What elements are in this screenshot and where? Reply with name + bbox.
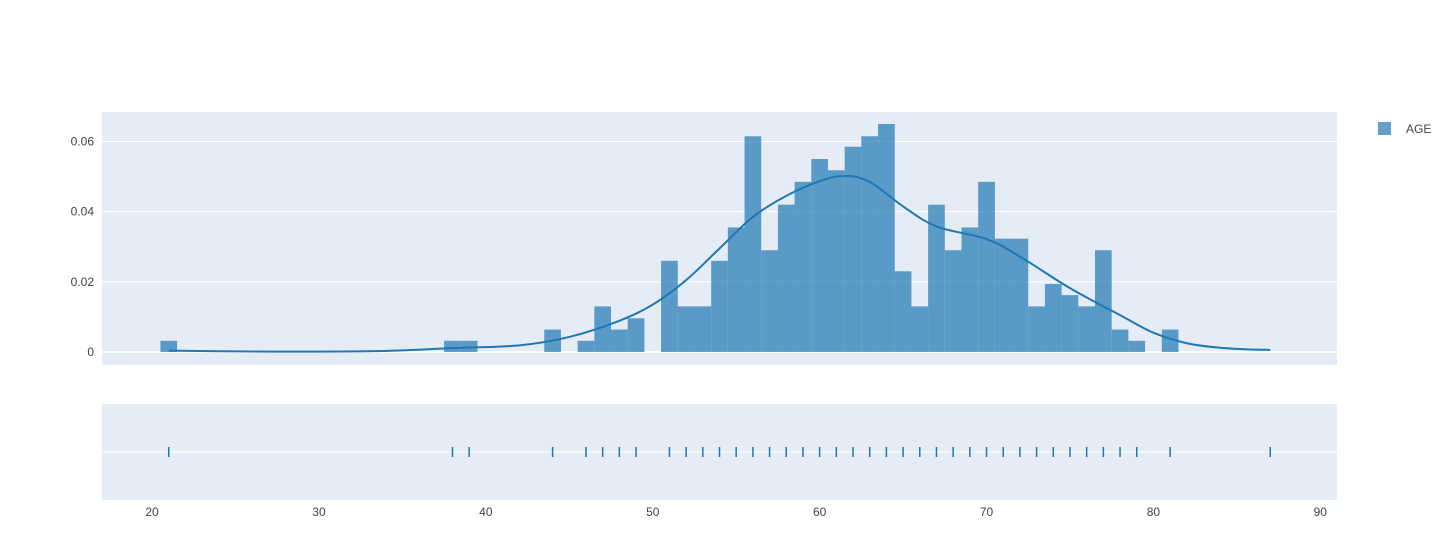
histogram-bar[interactable]	[1078, 306, 1096, 352]
x-tick-label: 80	[1147, 505, 1161, 519]
y-axis-ticks: 0 0.02 0.04 0.06	[71, 135, 95, 360]
histogram-bar[interactable]	[661, 260, 678, 352]
histogram-bar[interactable]	[744, 136, 762, 352]
density-curve[interactable]	[168, 174, 1271, 353]
histogram-bar[interactable]	[1061, 295, 1079, 352]
x-tick-label: 20	[145, 505, 159, 519]
histogram-bar[interactable]	[1011, 238, 1029, 352]
y-tick-label: 0.06	[71, 135, 95, 149]
histogram-bar[interactable]	[594, 306, 612, 352]
histogram-bar[interactable]	[994, 238, 1012, 352]
histogram-bar[interactable]	[611, 329, 628, 352]
histogram-bar[interactable]	[460, 340, 478, 352]
legend[interactable]: AGE	[1378, 122, 1431, 136]
y-tick-label: 0.02	[71, 275, 95, 289]
histogram-bar[interactable]	[827, 170, 845, 352]
histogram-bar[interactable]	[627, 318, 645, 352]
histogram-bar[interactable]	[978, 181, 995, 352]
histogram-bar[interactable]	[711, 260, 728, 352]
histogram-bar[interactable]	[861, 136, 879, 352]
histogram-bar[interactable]	[577, 340, 595, 352]
histogram-bar[interactable]	[911, 306, 929, 352]
histogram-bar[interactable]	[794, 181, 812, 352]
histogram-bar[interactable]	[160, 340, 178, 352]
x-tick-label: 90	[1314, 505, 1328, 519]
histogram-bar[interactable]	[928, 204, 945, 352]
histogram-bar[interactable]	[694, 306, 712, 352]
histogram-bar[interactable]	[677, 306, 695, 352]
x-axis-ticks: 20 30 40 50 60 70 80 90	[145, 505, 1327, 519]
histogram-bar[interactable]	[894, 271, 912, 352]
x-tick-label: 50	[646, 505, 660, 519]
x-tick-label: 30	[312, 505, 326, 519]
histogram-bar[interactable]	[811, 159, 828, 352]
x-tick-label: 60	[813, 505, 827, 519]
histogram-bar[interactable]	[944, 250, 962, 352]
histogram-bar[interactable]	[1161, 329, 1179, 352]
y-tick-label: 0.04	[71, 205, 95, 219]
legend-swatch-age	[1378, 122, 1391, 135]
x-tick-label: 70	[980, 505, 994, 519]
histogram-bars[interactable]	[160, 123, 1179, 352]
histogram-bar[interactable]	[878, 123, 895, 352]
histogram-bar[interactable]	[727, 227, 745, 352]
x-tick-label: 40	[479, 505, 493, 519]
rug-marks[interactable]	[168, 447, 1271, 457]
histogram-bar[interactable]	[1128, 340, 1146, 352]
histogram-bar[interactable]	[1028, 306, 1045, 352]
histogram-bar[interactable]	[444, 340, 461, 352]
histogram-bar[interactable]	[844, 146, 862, 352]
histogram-bar[interactable]	[1095, 250, 1112, 352]
legend-label-age: AGE	[1406, 122, 1431, 136]
histogram-bar[interactable]	[1044, 283, 1062, 352]
y-tick-label: 0	[87, 345, 94, 359]
histogram-bar[interactable]	[1111, 329, 1129, 352]
histogram-bar[interactable]	[777, 204, 795, 352]
histogram-bar[interactable]	[961, 227, 979, 352]
histogram-bar[interactable]	[761, 250, 778, 352]
